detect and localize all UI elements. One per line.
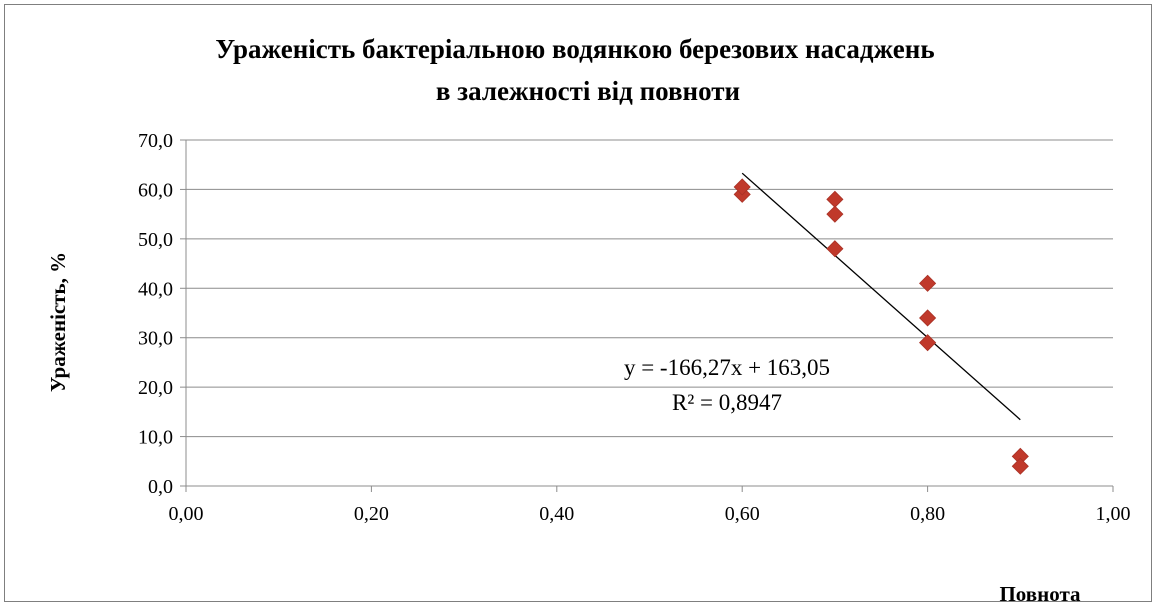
- data-point: [919, 334, 937, 352]
- x-tick-label: 0,80: [910, 503, 945, 525]
- x-tick-label: 0,20: [354, 503, 389, 525]
- r-squared-label: R² = 0,8947: [672, 390, 782, 415]
- gridlines: [186, 139, 1113, 438]
- x-tick-label: 0,60: [725, 503, 760, 525]
- axes: [180, 139, 1114, 492]
- data-point: [826, 240, 844, 258]
- chart-title-line2: в залежності від повноти: [436, 76, 740, 106]
- data-point: [826, 205, 844, 223]
- x-axis-title: Повнота: [999, 582, 1081, 606]
- y-tick-label: 70,0: [138, 130, 173, 152]
- y-tick-label: 30,0: [138, 328, 173, 350]
- trendline-group: [741, 172, 1021, 421]
- chart-title-line1: Ураженість бактеріальною водянкою березо…: [215, 34, 934, 64]
- data-point: [919, 274, 937, 292]
- y-tick-label: 20,0: [138, 377, 173, 399]
- data-point: [1011, 457, 1029, 475]
- trendline-equation: y = -166,27x + 163,05: [624, 355, 830, 380]
- y-tick-labels: 0,0 10,0 20,0 30,0 40,0 50,0 60,0 70,0: [138, 130, 173, 498]
- x-tick-label: 0,00: [169, 503, 204, 525]
- y-tick-label: 0,0: [148, 476, 173, 498]
- chart-frame: [4, 4, 1152, 602]
- y-axis-title: Ураженість, %: [46, 252, 70, 392]
- trendline: [741, 172, 1021, 421]
- y-tick-label: 50,0: [138, 229, 173, 251]
- y-tick-label: 60,0: [138, 179, 173, 201]
- x-tick-label: 1,00: [1096, 503, 1131, 525]
- data-point: [826, 190, 844, 208]
- x-tick-labels: 0,00 0,20 0,40 0,60 0,80 1,00: [169, 503, 1131, 525]
- data-point: [919, 309, 937, 327]
- y-tick-label: 10,0: [138, 427, 173, 449]
- data-points: [733, 178, 1029, 475]
- y-tick-label: 40,0: [138, 278, 173, 300]
- x-tick-label: 0,40: [539, 503, 574, 525]
- data-point: [733, 178, 751, 196]
